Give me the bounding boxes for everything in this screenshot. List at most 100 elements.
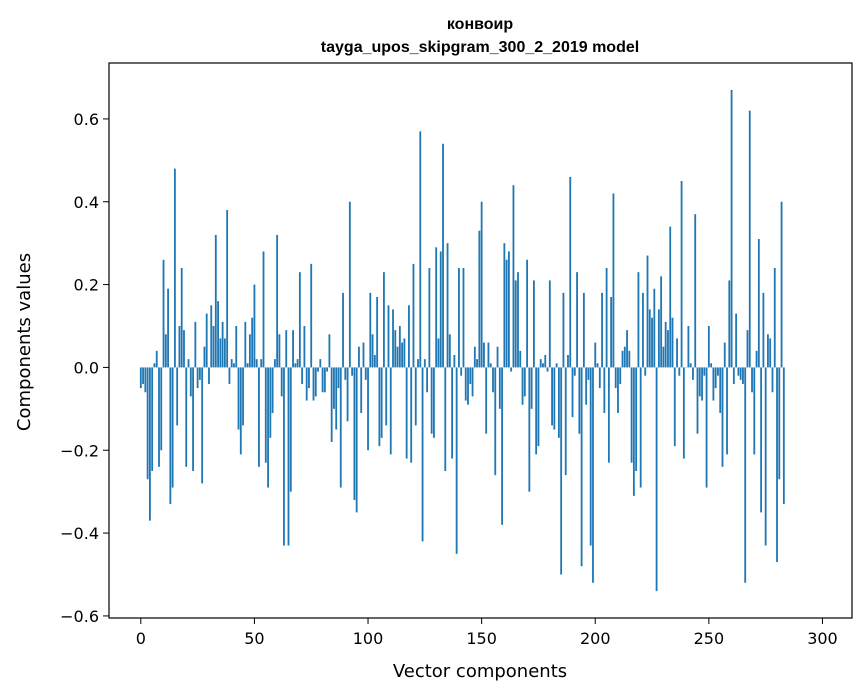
- bar-158: [498, 367, 501, 409]
- bar-199: [592, 367, 594, 583]
- bar-276: [767, 334, 769, 368]
- bar-61: [278, 334, 281, 368]
- bar-135: [446, 243, 449, 368]
- bar-12: [167, 288, 169, 368]
- bar-164: [512, 185, 515, 368]
- bar-72: [303, 326, 306, 368]
- bar-40: [230, 359, 233, 368]
- bar-14: [171, 367, 174, 488]
- bar-238: [680, 181, 683, 368]
- bar-256: [721, 367, 724, 467]
- bar-190: [571, 367, 574, 418]
- bar-80: [321, 367, 324, 393]
- bar-145: [469, 367, 472, 384]
- bar-47: [246, 363, 249, 368]
- bar-97: [360, 367, 363, 413]
- bar-209: [614, 367, 617, 389]
- bar-101: [369, 292, 372, 368]
- bar-235: [673, 367, 676, 447]
- bar-75: [310, 263, 313, 368]
- bar-248: [703, 367, 706, 376]
- bar-192: [576, 272, 578, 368]
- bar-60: [276, 234, 279, 368]
- bar-8: [158, 367, 160, 467]
- bar-253: [714, 367, 717, 389]
- bar-243: [692, 367, 694, 380]
- bar-62: [280, 367, 283, 397]
- y-tick-label: 0.4: [74, 193, 99, 212]
- bar-68: [294, 363, 297, 368]
- bar-206: [607, 367, 610, 463]
- x-tick-label: 200: [580, 629, 611, 648]
- y-tick-label: −0.6: [60, 607, 99, 626]
- bar-30: [208, 367, 210, 384]
- bar-180: [548, 280, 551, 368]
- bar-73: [305, 367, 308, 401]
- bar-258: [726, 367, 728, 455]
- bar-24: [194, 321, 197, 368]
- bar-98: [362, 342, 365, 368]
- bar-154: [489, 363, 492, 368]
- bar-142: [462, 268, 465, 368]
- bar-48: [248, 334, 251, 368]
- bar-57: [269, 367, 272, 438]
- bar-175: [537, 367, 540, 447]
- bar-3: [146, 367, 149, 480]
- bar-125: [423, 359, 426, 368]
- bar-247: [701, 367, 703, 401]
- bar-58: [271, 367, 274, 413]
- bar-126: [426, 367, 429, 393]
- y-tick-label: 0.2: [74, 276, 99, 295]
- bar-77: [314, 367, 317, 397]
- bar-140: [458, 268, 460, 368]
- bar-236: [676, 338, 678, 368]
- bar-115: [401, 342, 404, 368]
- bar-18: [180, 268, 183, 368]
- bar-162: [507, 251, 510, 368]
- bar-15: [173, 168, 176, 368]
- bar-181: [551, 367, 553, 426]
- bar-6: [153, 363, 156, 368]
- bar-92: [348, 201, 351, 368]
- bar-32: [212, 326, 215, 368]
- bar-29: [205, 313, 208, 368]
- bar-228: [657, 309, 660, 368]
- bar-84: [330, 367, 333, 442]
- bar-197: [587, 367, 590, 380]
- bar-23: [192, 367, 194, 471]
- bar-127: [428, 268, 431, 368]
- bar-260: [730, 89, 733, 368]
- bar-143: [464, 367, 467, 401]
- bar-239: [682, 367, 685, 459]
- bar-17: [178, 326, 181, 368]
- plot-frame: [108, 62, 853, 619]
- bar-90: [344, 367, 347, 380]
- bar-104: [376, 297, 379, 368]
- bar-200: [594, 342, 597, 368]
- bar-183: [555, 363, 558, 368]
- bar-225: [651, 317, 653, 368]
- bar-26: [198, 367, 201, 380]
- bar-259: [728, 280, 731, 368]
- y-tick-label: 0.6: [74, 110, 99, 129]
- bar-244: [694, 214, 697, 368]
- bar-173: [532, 280, 535, 368]
- bar-266: [744, 367, 747, 583]
- bar-222: [644, 367, 647, 376]
- bar-267: [746, 330, 749, 368]
- bar-96: [358, 346, 360, 368]
- chart-title-line-1: конвоир: [447, 16, 513, 33]
- chart-title-line-2: tayga_upos_skipgram_300_2_2019 model: [321, 39, 639, 56]
- bar-281: [778, 367, 781, 480]
- bar-254: [717, 367, 719, 376]
- bar-7: [155, 350, 158, 368]
- bar-193: [578, 367, 581, 434]
- bar-28: [203, 346, 206, 368]
- bar-139: [455, 367, 458, 554]
- bar-85: [333, 367, 335, 409]
- bar-252: [712, 367, 715, 401]
- bar-87: [337, 367, 340, 389]
- bar-157: [496, 346, 499, 368]
- bar-113: [396, 346, 399, 368]
- bar-86: [335, 367, 338, 430]
